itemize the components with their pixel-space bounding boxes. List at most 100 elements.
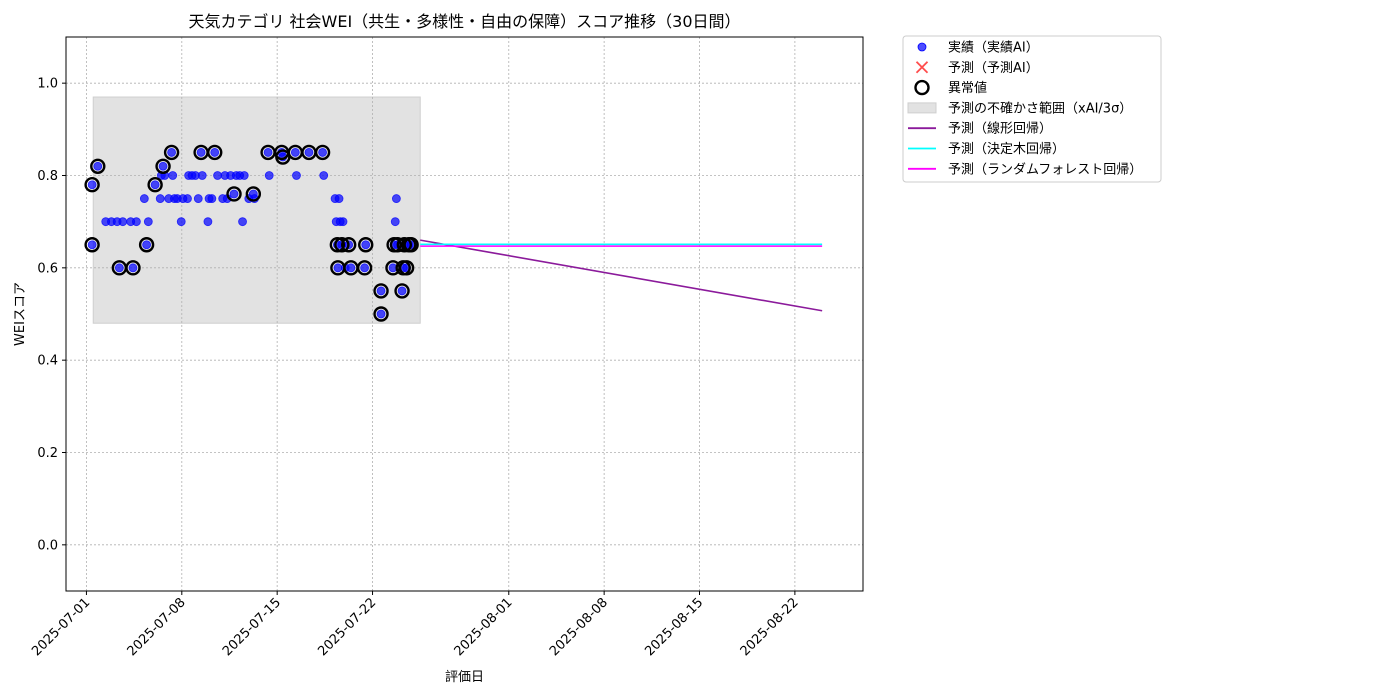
data-point xyxy=(176,217,186,227)
data-point xyxy=(118,217,128,227)
uncertainty-band-layer xyxy=(92,96,421,324)
x-tick-label: 2025-08-08 xyxy=(547,595,611,659)
anomaly-ring xyxy=(396,237,413,253)
data-point xyxy=(334,194,344,203)
anomaly-ring xyxy=(398,260,415,276)
x-axis-ticks: 2025-07-01 2025-07-08 2025-07-15 2025-07-22… xyxy=(29,591,802,659)
data-point xyxy=(203,217,213,227)
regression-lines-layer xyxy=(420,239,823,312)
data-point xyxy=(197,171,207,180)
data-point xyxy=(114,263,124,273)
anomaly-ring xyxy=(147,177,163,193)
y-tick-label: 0.4 xyxy=(37,354,58,369)
anomaly-ring xyxy=(207,144,223,161)
data-point xyxy=(155,194,165,203)
legend-box xyxy=(902,35,1162,183)
legend-label: 予測（予測AI） xyxy=(948,61,1039,76)
data-point xyxy=(318,148,327,157)
data-point xyxy=(150,180,160,190)
data-point xyxy=(338,217,348,227)
data-point xyxy=(158,161,168,171)
data-point xyxy=(87,180,97,190)
legend-label: 異常値 xyxy=(948,80,987,96)
data-point xyxy=(142,240,152,250)
anomaly-ring xyxy=(125,260,141,276)
data-point xyxy=(183,194,192,203)
anomaly-ring xyxy=(394,283,410,299)
legend-label: 実績（実績AI） xyxy=(948,40,1039,56)
data-point xyxy=(168,171,178,180)
legend-predicted-marker xyxy=(915,61,929,74)
x-tick-label: 2025-08-01 xyxy=(452,595,516,659)
plot-frame xyxy=(65,36,864,592)
data-point xyxy=(397,286,407,296)
data-point xyxy=(193,194,203,203)
x-tick-label: 2025-08-22 xyxy=(738,595,802,659)
anomaly-ring xyxy=(373,306,389,322)
x-tick-label: 2025-07-15 xyxy=(220,595,284,659)
legend-anomaly-marker xyxy=(914,79,930,96)
data-point xyxy=(210,148,220,157)
anomaly-ring xyxy=(373,283,389,299)
data-point xyxy=(131,217,141,227)
y-tick-label: 0.2 xyxy=(37,446,58,461)
data-point xyxy=(263,148,273,157)
anomaly-ring xyxy=(358,237,374,253)
legend-label: 予測（ランダムフォレスト回帰） xyxy=(948,161,1142,177)
data-point xyxy=(361,240,371,250)
data-point xyxy=(196,148,206,157)
anomaly-ring xyxy=(90,158,106,174)
anomaly-ring xyxy=(84,177,100,193)
data-point xyxy=(264,171,274,180)
data-point xyxy=(390,217,400,227)
y-axis-ticks: 0.0 0.2 0.4 0.6 0.8 1.0 xyxy=(37,77,66,553)
data-point xyxy=(87,240,97,250)
y-tick-label: 0.8 xyxy=(37,169,58,184)
data-point xyxy=(167,148,176,157)
legend-label: 予測の不確かさ範囲（xAI/3σ） xyxy=(948,100,1132,116)
data-point xyxy=(290,148,300,157)
data-point xyxy=(360,263,369,273)
x-axis-label: 評価日 xyxy=(445,670,484,685)
anomaly-ring xyxy=(245,186,262,202)
anomaly-ring xyxy=(163,144,180,161)
anomaly-ring xyxy=(334,237,350,253)
data-point xyxy=(304,148,314,157)
data-point xyxy=(143,217,153,227)
legend-label: 予測（線形回帰） xyxy=(948,121,1052,137)
y-axis-label: WEIスコア xyxy=(13,282,28,346)
legend-band-swatch xyxy=(907,102,937,114)
data-point xyxy=(93,161,103,171)
x-tick-label: 2025-08-15 xyxy=(642,595,706,659)
data-point xyxy=(229,189,239,199)
data-point xyxy=(391,194,401,203)
chart-title: 天気カテゴリ 社会WEI（共生・多様性・自由の保障）スコア推移（30日間） xyxy=(188,12,740,31)
y-tick-label: 0.0 xyxy=(37,538,58,553)
anomaly-ring xyxy=(340,237,357,253)
anomaly-ring xyxy=(356,260,373,276)
data-point xyxy=(139,194,149,203)
data-point xyxy=(333,263,343,273)
data-point xyxy=(292,171,301,180)
data-point xyxy=(376,309,386,319)
anomaly-ring xyxy=(314,144,331,161)
x-tick-label: 2025-07-22 xyxy=(315,595,379,659)
data-point xyxy=(213,171,222,180)
data-point xyxy=(346,263,356,273)
anomaly-ring xyxy=(84,237,100,253)
uncertainty-band xyxy=(92,96,421,324)
legend-actual-marker xyxy=(917,42,927,52)
anomaly-ring xyxy=(226,186,242,202)
regression-line xyxy=(420,239,823,312)
anomaly-ring xyxy=(155,158,171,174)
data-point xyxy=(128,263,138,273)
data-point xyxy=(239,171,249,180)
data-point xyxy=(238,217,247,227)
grid-layer xyxy=(66,37,863,591)
data-point xyxy=(376,286,386,296)
data-point xyxy=(319,171,329,180)
anomaly-ring xyxy=(329,237,346,253)
x-tick-label: 2025-07-08 xyxy=(125,595,189,659)
